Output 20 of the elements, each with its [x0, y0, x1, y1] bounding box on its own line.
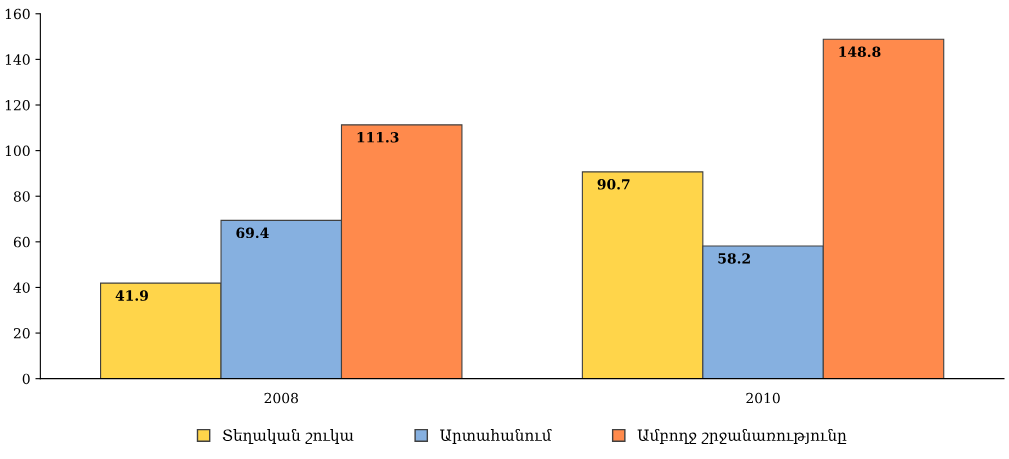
data-label: 90.7: [597, 179, 630, 190]
y-tick-label: 60: [13, 236, 30, 248]
y-tick-label: 20: [13, 328, 30, 339]
data-label: 69.4: [236, 227, 269, 239]
y-tick-label: 100: [5, 145, 30, 157]
y-tick-label: 120: [5, 99, 30, 111]
y-tick-label: 80: [13, 191, 30, 202]
data-label: 148.8: [839, 46, 881, 58]
x-tick-label: 2010: [746, 392, 780, 404]
data-label: 58.2: [718, 253, 750, 264]
legend-label: Տեղական շուկա: [222, 428, 354, 444]
y-tick-label: 40: [13, 282, 30, 293]
legend-label: Ամբողջ շրջանառությունը: [637, 428, 847, 444]
y-tick-label: 140: [5, 54, 30, 65]
x-tick-label: 2008: [264, 392, 298, 404]
data-label: 41.9: [115, 290, 148, 301]
y-tick-label: 0: [22, 373, 30, 385]
y-tick-label: 160: [5, 8, 30, 20]
data-label: 111.3: [357, 132, 399, 143]
legend-label: Արտահանում: [440, 428, 552, 444]
